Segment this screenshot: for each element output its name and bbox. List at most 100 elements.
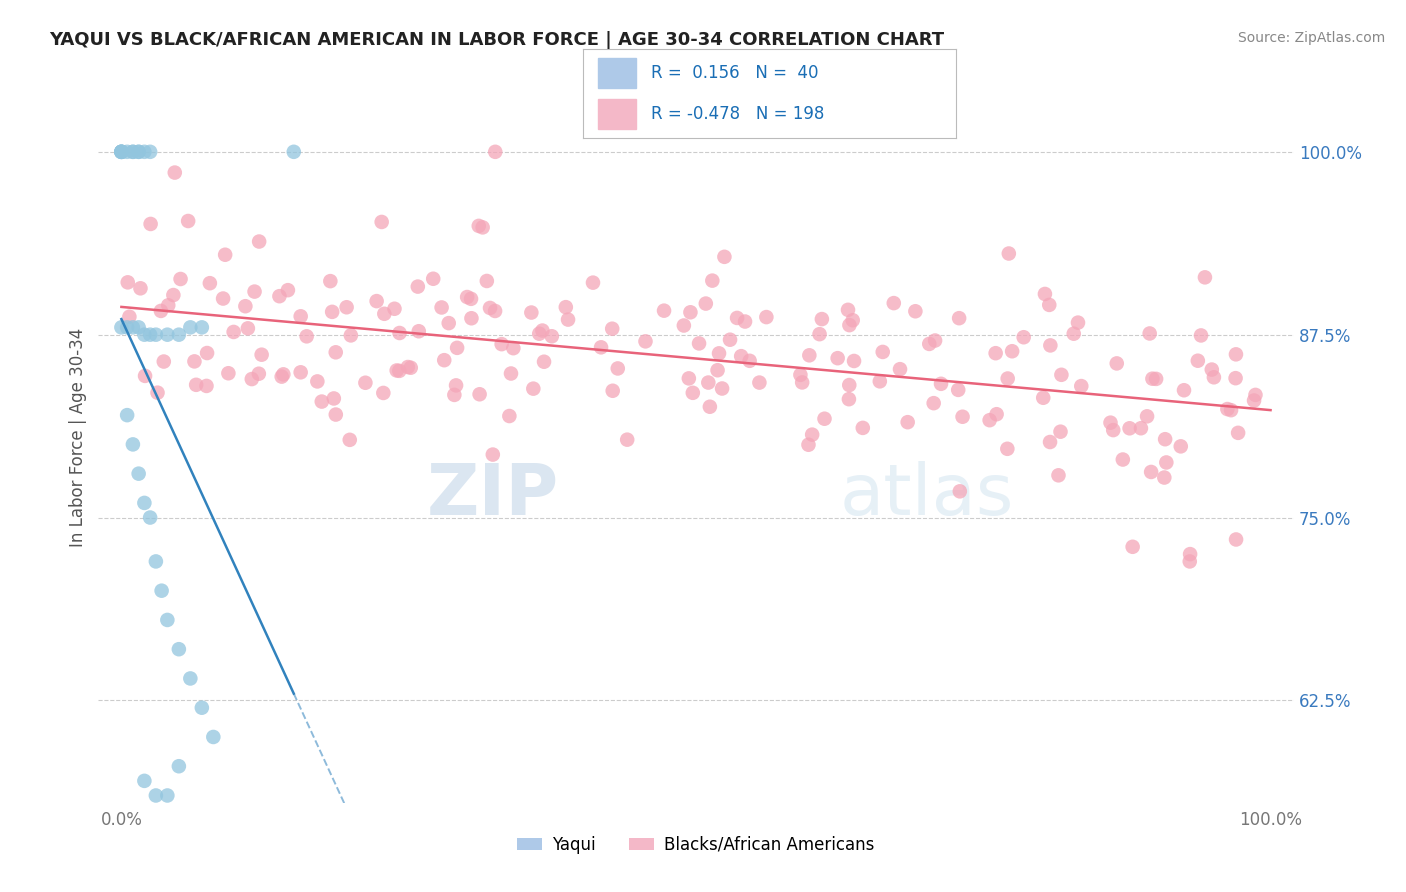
Point: [1225, 371, 1247, 385]
Point: [922, 396, 945, 410]
Text: atlas: atlas: [839, 461, 1014, 530]
Point: [979, 413, 1001, 427]
Point: [738, 353, 761, 368]
Point: [110, 145, 132, 159]
Point: [468, 387, 491, 401]
Point: [948, 311, 970, 326]
Point: [852, 421, 875, 435]
Point: [1225, 533, 1247, 547]
Point: [1173, 383, 1195, 397]
Point: [156, 327, 179, 342]
Point: [952, 409, 974, 424]
Point: [157, 298, 180, 312]
Point: [554, 300, 576, 314]
FancyBboxPatch shape: [599, 99, 636, 129]
Point: [711, 382, 734, 396]
Point: [325, 408, 347, 422]
Point: [924, 334, 946, 348]
Point: [370, 215, 392, 229]
Point: [475, 274, 498, 288]
Point: [1142, 372, 1164, 386]
Point: [602, 384, 624, 398]
Point: [697, 376, 720, 390]
Point: [139, 510, 162, 524]
Point: [869, 374, 891, 388]
Point: [456, 290, 478, 304]
Point: [388, 326, 411, 340]
Text: R = -0.478   N = 198: R = -0.478 N = 198: [651, 105, 824, 123]
Point: [730, 349, 752, 363]
Point: [128, 145, 150, 159]
Point: [319, 274, 342, 288]
Point: [1050, 368, 1073, 382]
Point: [1187, 353, 1209, 368]
Point: [1153, 470, 1175, 484]
Point: [1144, 372, 1167, 386]
Point: [269, 289, 291, 303]
Point: [290, 365, 312, 379]
Point: [1178, 554, 1201, 568]
Point: [929, 376, 952, 391]
Point: [520, 305, 543, 319]
Point: [706, 363, 728, 377]
Point: [162, 288, 184, 302]
Point: [755, 310, 778, 324]
Point: [460, 292, 482, 306]
Point: [384, 301, 406, 316]
Point: [679, 305, 702, 319]
Point: [273, 368, 295, 382]
Point: [838, 318, 860, 333]
Point: [122, 320, 145, 334]
Point: [118, 310, 141, 324]
Point: [222, 325, 245, 339]
Point: [277, 283, 299, 297]
Point: [139, 217, 162, 231]
Point: [191, 700, 214, 714]
Point: [408, 324, 430, 338]
Point: [179, 320, 201, 334]
Point: [499, 367, 522, 381]
Point: [444, 378, 467, 392]
Point: [214, 248, 236, 262]
Point: [702, 274, 724, 288]
Point: [533, 355, 555, 369]
Point: [167, 642, 190, 657]
Text: Source: ZipAtlas.com: Source: ZipAtlas.com: [1237, 31, 1385, 45]
Point: [479, 301, 502, 315]
Point: [652, 303, 675, 318]
Point: [145, 789, 167, 803]
Point: [134, 496, 156, 510]
Point: [388, 364, 411, 378]
Point: [110, 145, 132, 159]
Text: YAQUI VS BLACK/AFRICAN AMERICAN IN LABOR FORCE | AGE 30-34 CORRELATION CHART: YAQUI VS BLACK/AFRICAN AMERICAN IN LABOR…: [49, 31, 945, 49]
Point: [1102, 423, 1125, 437]
Point: [1033, 287, 1056, 301]
Point: [110, 145, 132, 159]
Point: [128, 145, 150, 159]
Point: [128, 467, 150, 481]
Point: [557, 312, 579, 326]
Point: [995, 442, 1018, 456]
Point: [183, 354, 205, 368]
Point: [789, 368, 811, 382]
Point: [191, 320, 214, 334]
Point: [150, 583, 173, 598]
Point: [1118, 421, 1140, 435]
Point: [1112, 452, 1135, 467]
FancyBboxPatch shape: [599, 58, 636, 88]
Point: [122, 437, 145, 451]
Point: [446, 341, 468, 355]
Point: [156, 613, 179, 627]
Point: [283, 145, 305, 159]
Point: [290, 310, 312, 324]
Point: [115, 320, 138, 334]
Point: [1136, 409, 1159, 424]
Point: [725, 310, 748, 325]
Point: [688, 336, 710, 351]
Point: [145, 327, 167, 342]
Point: [430, 301, 453, 315]
Point: [540, 329, 562, 343]
Point: [1243, 393, 1265, 408]
Point: [792, 376, 814, 390]
Point: [1220, 403, 1243, 417]
